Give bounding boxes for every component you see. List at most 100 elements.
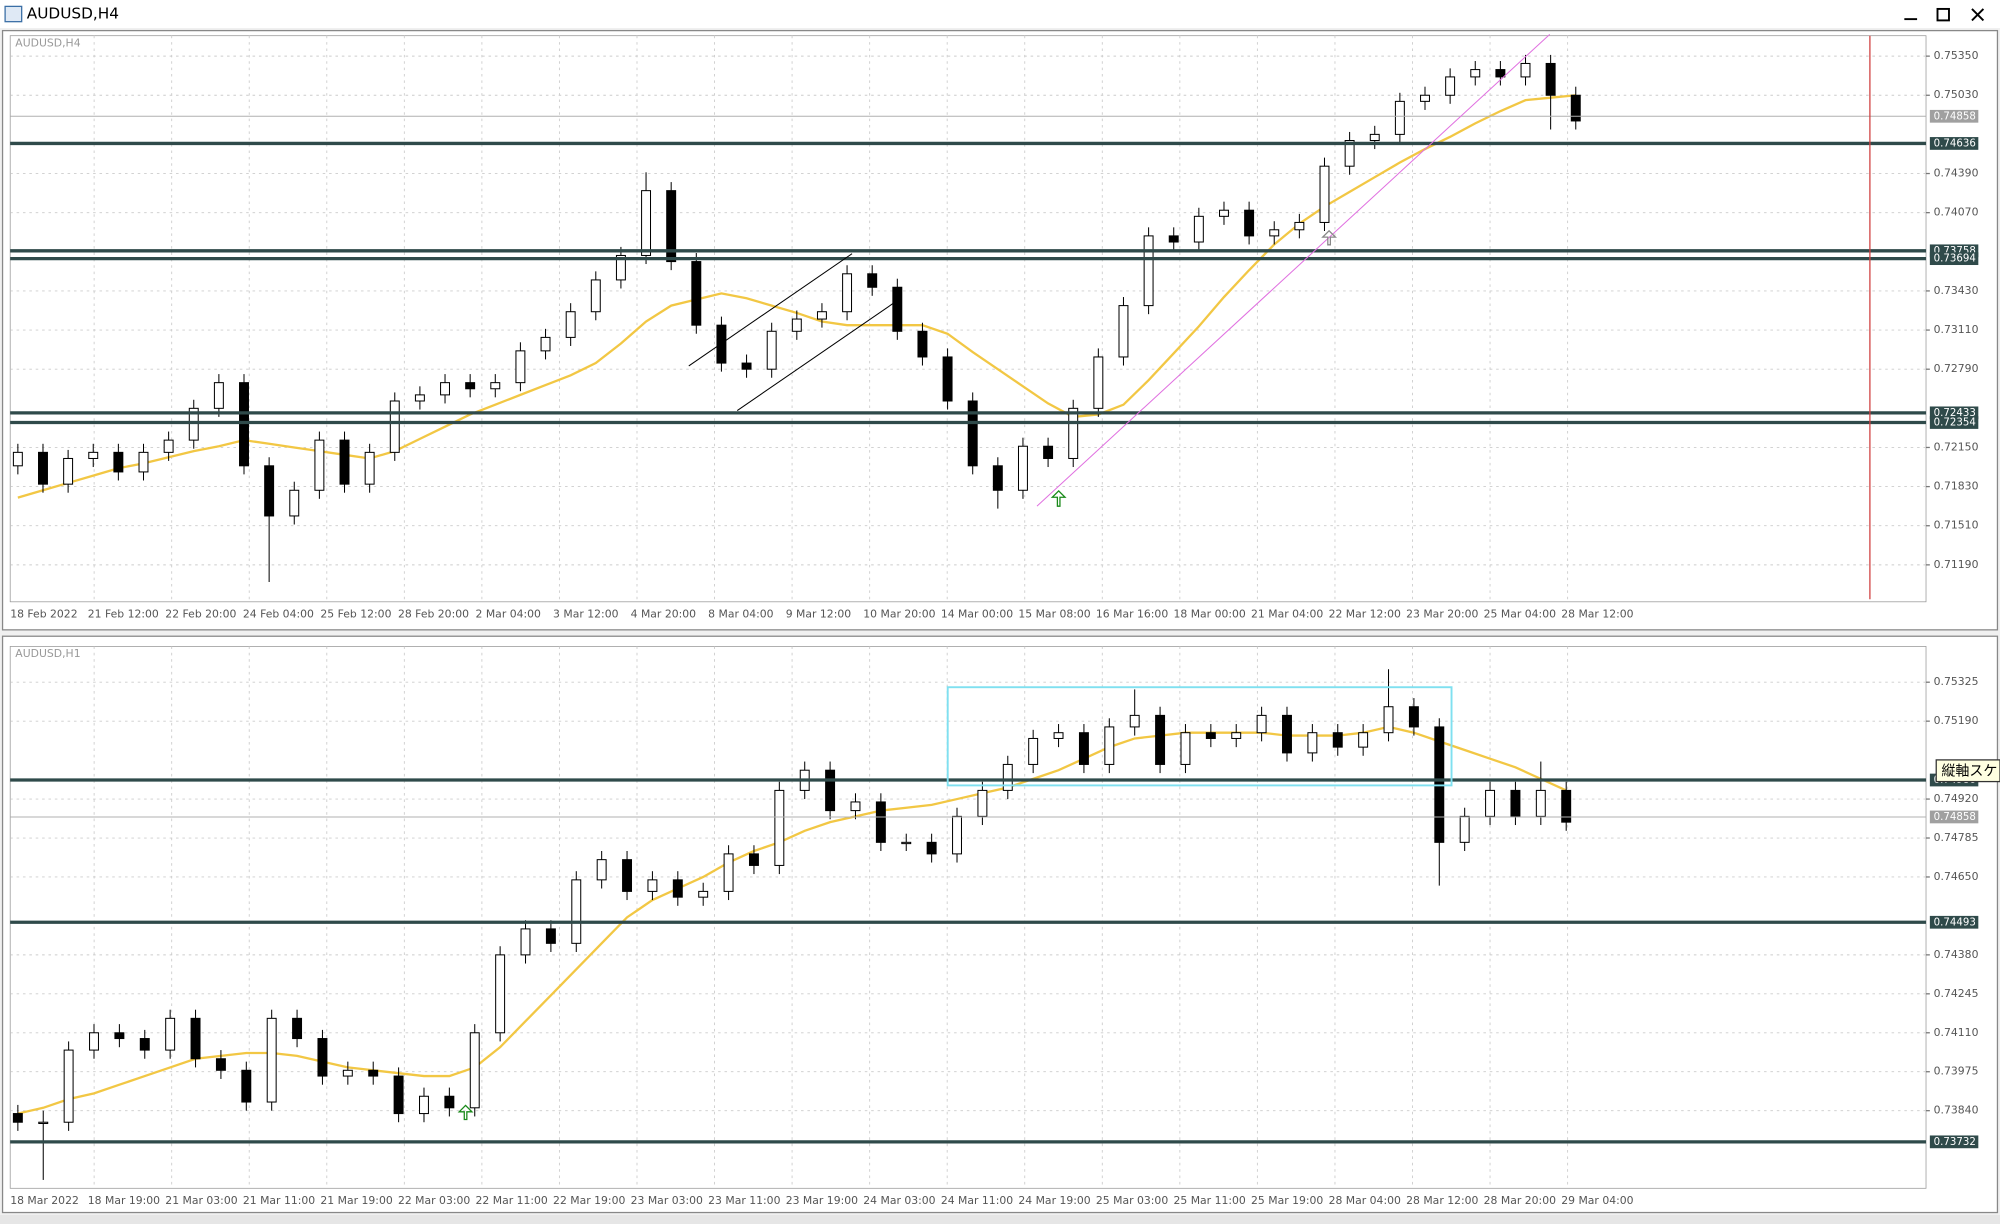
candle-body [1219, 209, 1229, 217]
candle-body [342, 1069, 353, 1077]
candle-body [440, 382, 450, 396]
x-tick-label: 21 Mar 03:00 [165, 1194, 237, 1207]
candle-body [1017, 445, 1028, 491]
candle-body [1118, 305, 1129, 358]
candle-body [264, 465, 275, 517]
candle-body [1168, 235, 1179, 243]
candle-body [1231, 732, 1242, 739]
candle-body [188, 407, 199, 441]
candle-body [1510, 789, 1521, 817]
x-tick-label: 21 Mar 04:00 [1251, 608, 1323, 621]
candle-body [515, 350, 526, 384]
candle-body [691, 261, 702, 326]
candle-body [622, 859, 633, 892]
candle-body [590, 279, 601, 313]
close-button[interactable] [1971, 8, 1985, 22]
candle-body [1394, 100, 1405, 135]
candle-body [63, 1049, 74, 1123]
candle-body [1485, 789, 1496, 817]
candle-body [1358, 732, 1369, 748]
candle-body [289, 489, 300, 517]
candle-body [339, 439, 350, 485]
x-tick-label: 28 Mar 20:00 [1484, 1194, 1556, 1207]
candle-body [12, 1113, 23, 1123]
candle-body [393, 1075, 404, 1115]
candle-body [1420, 94, 1430, 102]
y-tick-label: 0.75350 [1934, 49, 1979, 62]
candle-body [1570, 94, 1581, 122]
candle-body [1344, 139, 1355, 167]
candle-body [901, 841, 912, 845]
y-tick-label: 0.75325 [1934, 675, 1979, 688]
candle-body [1244, 209, 1255, 237]
x-tick-label: 21 Mar 19:00 [320, 1194, 392, 1207]
candle-body [850, 801, 861, 812]
y-tick-label: 0.74110 [1934, 1026, 1979, 1039]
level-label: 0.73758 [1934, 246, 1976, 257]
buy-arrow [457, 1104, 474, 1121]
candle-body [1180, 732, 1191, 765]
candle-body [520, 928, 531, 956]
candle-body [926, 841, 937, 855]
candle-body [89, 1032, 99, 1051]
candle-body [213, 382, 224, 409]
candle-body [1282, 714, 1292, 754]
candle-body [1561, 789, 1572, 823]
candle-body [38, 1121, 49, 1125]
candle-body [666, 190, 677, 263]
candle-body [741, 362, 752, 370]
candle-body [716, 324, 727, 364]
candle-body [1369, 133, 1380, 142]
x-tick-label: 14 Mar 00:00 [941, 608, 1013, 621]
x-tick-label: 18 Mar 00:00 [1173, 608, 1245, 621]
candle-body [1470, 69, 1481, 78]
candle-body [1545, 62, 1556, 96]
x-tick-label: 16 Mar 16:00 [1096, 608, 1168, 621]
x-tick-label: 9 Mar 12:00 [786, 608, 852, 621]
x-tick-label: 18 Mar 2022 [10, 1194, 79, 1207]
x-tick-label: 22 Mar 03:00 [398, 1194, 470, 1207]
x-tick-label: 23 Mar 11:00 [708, 1194, 780, 1207]
maximize-button[interactable] [1936, 7, 1950, 22]
y-tick-label: 0.73110 [1934, 323, 1979, 336]
candle-body [215, 1058, 226, 1071]
level-box [1929, 1135, 1979, 1149]
candle-body [1408, 706, 1419, 728]
x-tick-label: 4 Mar 20:00 [631, 608, 697, 621]
candle-body [1028, 737, 1039, 765]
x-tick-label: 24 Mar 03:00 [863, 1194, 935, 1207]
candle-body [63, 457, 74, 485]
candle-body [495, 954, 506, 1034]
level-box [1929, 252, 1979, 266]
x-tick-label: 28 Mar 12:00 [1561, 608, 1633, 621]
y-tick-label: 0.74380 [1934, 948, 1979, 961]
candle-body [12, 451, 23, 467]
candle-body [1205, 732, 1216, 739]
x-tick-label: 22 Feb 20:00 [165, 608, 236, 621]
level-label: 0.73732 [1934, 1137, 1976, 1148]
candle-body [816, 311, 827, 320]
app-icon [4, 5, 23, 23]
candle-body [1002, 763, 1013, 791]
y-tick-label: 0.74390 [1934, 167, 1979, 180]
channel-line [736, 297, 901, 411]
candle-body [596, 859, 607, 881]
candle-body [1078, 732, 1089, 765]
y-tick-label: 0.73840 [1934, 1104, 1979, 1117]
tab-strip [0, 1215, 2000, 1224]
x-tick-label: 15 Mar 08:00 [1018, 608, 1090, 621]
candle-body [942, 356, 953, 402]
candle-body [1143, 235, 1154, 307]
y-tick-label: 0.71510 [1934, 519, 1979, 532]
candle-body [190, 1017, 201, 1060]
buy-arrow [1050, 489, 1067, 507]
candle-body [867, 273, 878, 288]
level-label: 0.72354 [1934, 418, 1976, 429]
candle-body [1193, 215, 1204, 243]
candle-body [266, 1017, 277, 1103]
candle-body [163, 439, 174, 453]
level-label: 0.72433 [1934, 408, 1976, 419]
candle-body [469, 1032, 480, 1109]
